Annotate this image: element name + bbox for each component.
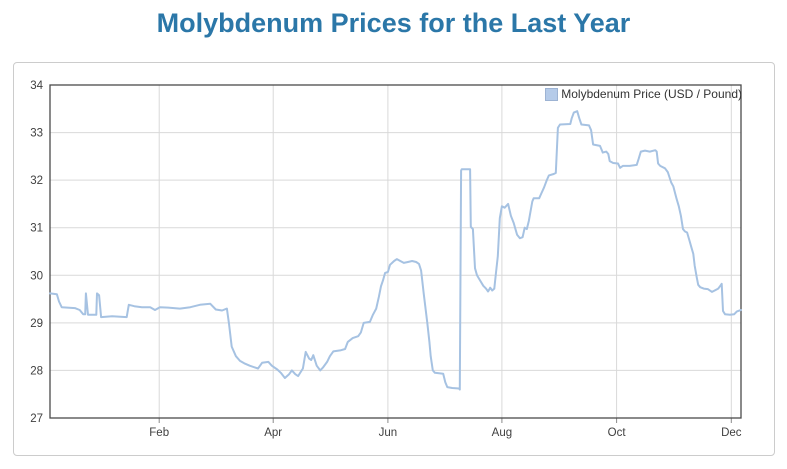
y-tick-label: 31 [30, 223, 43, 235]
y-tick-label: 33 [30, 128, 43, 140]
legend-label: Molybdenum Price (USD / Pound) [561, 87, 742, 101]
y-tick-label: 32 [30, 175, 43, 187]
plot-frame [49, 84, 742, 419]
y-tick-label: 28 [30, 365, 43, 377]
x-tick-label: Apr [264, 427, 282, 439]
x-tick-label: Aug [492, 427, 512, 439]
price-line-chart: 27 28 29 30 31 32 33 34 Feb Apr Jun Aug Oct Dec [30, 80, 742, 439]
y-tick-label: 29 [30, 318, 43, 330]
chart-panel: 27 28 29 30 31 32 33 34 Feb Apr Jun Aug Oct Dec Molyb… [13, 62, 775, 456]
y-tick-label: 30 [30, 270, 43, 282]
x-tick-label: Dec [721, 427, 742, 439]
y-tick-label: 27 [30, 413, 43, 425]
x-tick-label: Jun [379, 427, 398, 439]
legend-item[interactable]: Molybdenum Price (USD / Pound) [545, 87, 742, 101]
page-title: Molybdenum Prices for the Last Year [156, 8, 631, 38]
y-tick-label: 34 [30, 80, 43, 92]
price-line [49, 110, 742, 391]
legend-swatch-icon [545, 87, 559, 101]
x-tick-label: Oct [608, 427, 627, 439]
x-tick-label: Feb [149, 427, 169, 439]
